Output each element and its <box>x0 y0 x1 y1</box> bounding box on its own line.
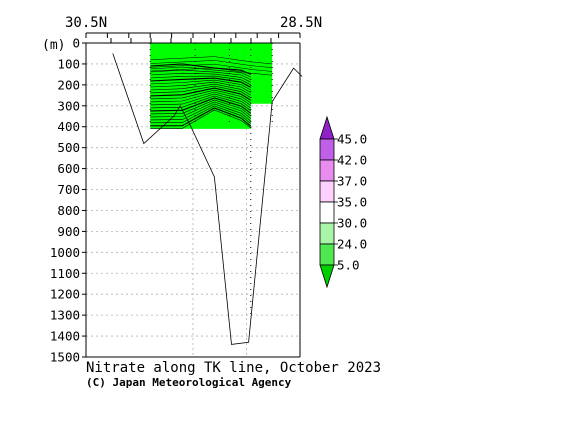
y-tick-label: 800 <box>57 203 80 218</box>
contour-line <box>150 79 251 91</box>
contour-line <box>150 87 252 101</box>
contour-line <box>150 75 251 86</box>
contour-line <box>150 95 251 111</box>
colorbar-label: 35.0 <box>337 195 367 210</box>
y-tick-label: 200 <box>57 77 80 92</box>
colorbar-segment <box>319 180 335 203</box>
contour-line <box>150 85 251 98</box>
colorbar-label: 30.0 <box>337 216 367 231</box>
contour-line <box>150 56 273 65</box>
nitrate-contours <box>150 56 273 129</box>
seafloor-profile <box>112 53 303 345</box>
y-tick-label: 0 <box>72 36 80 51</box>
contour-line <box>150 109 251 129</box>
y-tick-label: 600 <box>57 161 80 176</box>
top-axis-left-label: 30.5N <box>65 15 107 31</box>
contour-line <box>150 105 251 124</box>
contour-line <box>150 60 273 68</box>
contour-line <box>150 89 251 104</box>
contour-line <box>150 66 251 78</box>
credit-line: (C) Japan Meteorological Agency <box>86 376 292 389</box>
y-tick-label: 1200 <box>50 287 80 302</box>
colorbar-label: 42.0 <box>337 153 367 168</box>
colorbar-label: 37.0 <box>337 174 367 189</box>
contour-line <box>150 83 251 96</box>
contour-line <box>150 97 252 114</box>
colorbar-label: 24.0 <box>337 237 367 252</box>
contour-line <box>150 69 251 80</box>
top-axis-right-label: 28.5N <box>280 15 322 31</box>
chart-title: Nitrate along TK line, October 2023 <box>86 360 381 376</box>
contour-line <box>150 67 273 76</box>
seafloor-line <box>112 53 303 345</box>
contour-line <box>150 91 251 106</box>
y-tick-label: 500 <box>57 140 80 155</box>
colorbar-top-triangle <box>319 115 335 140</box>
contour-line <box>150 93 251 109</box>
y-tick-label: 1400 <box>50 329 80 344</box>
y-tick-label: 900 <box>57 224 80 239</box>
contour-line <box>150 63 273 72</box>
colorbar-label: 5.0 <box>337 258 360 273</box>
contour-line <box>150 72 251 83</box>
y-tick-label: 1500 <box>50 350 80 365</box>
colorbar-segment <box>319 138 335 161</box>
y-tick-label: 1100 <box>50 266 80 281</box>
colorbar-label: 45.0 <box>337 132 367 147</box>
y-tick-label: 400 <box>57 119 80 134</box>
axes: 0 100 200 300 400 500 600 700 800 900 1000 1100 1200… <box>50 32 301 365</box>
contour-line <box>150 81 251 93</box>
y-tick-label: 700 <box>57 182 80 197</box>
colorbar-segment <box>319 243 335 266</box>
colorbar-segment <box>319 222 335 245</box>
y-axis-unit: (m) <box>42 38 65 53</box>
y-tick-label: 100 <box>57 56 80 71</box>
contour-line <box>150 99 251 117</box>
contour-line <box>150 103 251 122</box>
colorbar: 5.0 24.0 30.0 35.0 37.0 42.0 45.0 <box>319 115 367 289</box>
y-tick-label: 1300 <box>50 308 80 323</box>
colorbar-segment <box>319 201 335 224</box>
y-tick-label: 300 <box>57 98 80 113</box>
contour-line <box>150 107 252 127</box>
colorbar-bottom-triangle <box>319 264 335 289</box>
colorbar-segment <box>319 159 335 182</box>
y-tick-label: 1000 <box>50 245 80 260</box>
contour-line <box>150 77 252 88</box>
contour-line <box>150 101 251 119</box>
